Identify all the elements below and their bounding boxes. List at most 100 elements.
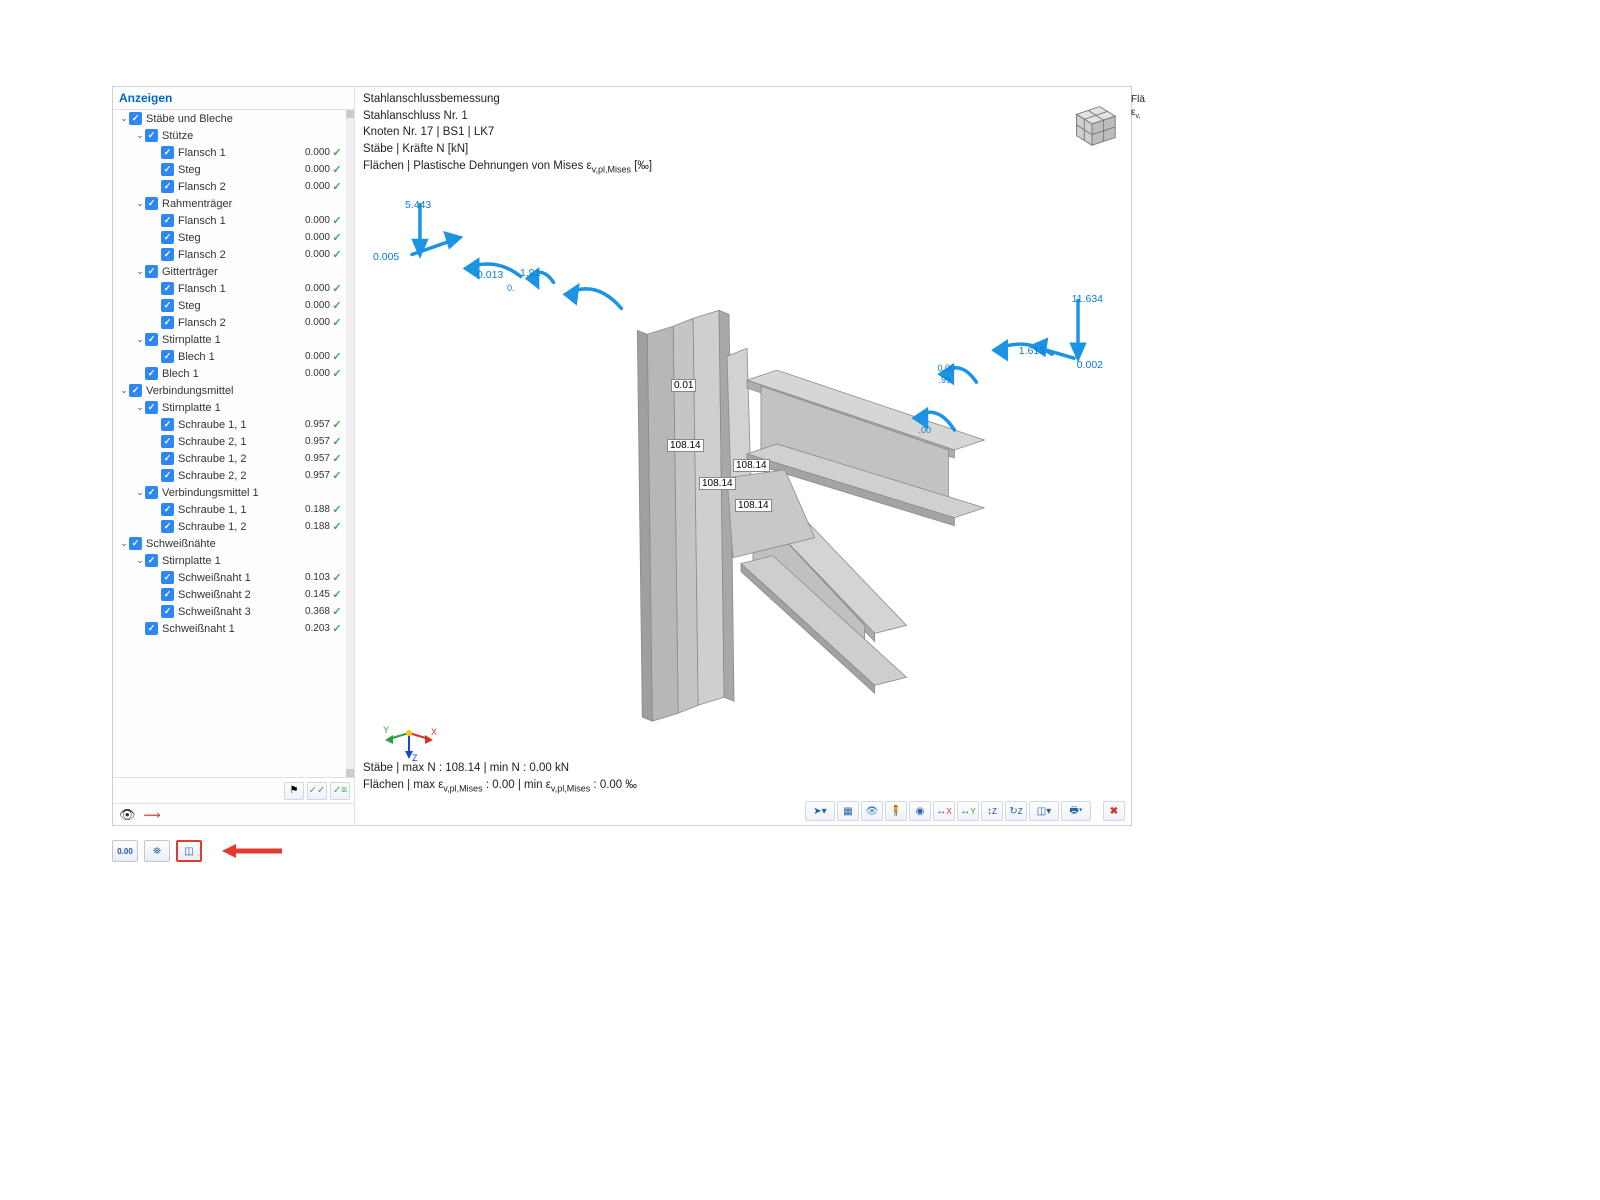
chevron-down-icon[interactable]: ⌄ <box>119 385 129 396</box>
move-y-button[interactable]: ↔Y <box>957 801 979 821</box>
chevron-down-icon[interactable]: ⌄ <box>135 266 145 277</box>
tree-row[interactable]: Flansch 10.000✓ <box>113 144 354 161</box>
tree-row[interactable]: Schraube 1, 10.957✓ <box>113 416 354 433</box>
iso-button[interactable]: ◫▾ <box>1029 801 1059 821</box>
tree-value: 0.145 <box>294 589 330 600</box>
checkbox[interactable] <box>161 231 174 244</box>
tree-scrollbar[interactable] <box>346 110 354 777</box>
tree-label: Stäbe und Bleche <box>146 113 294 125</box>
checkbox[interactable] <box>161 214 174 227</box>
chevron-down-icon[interactable]: ⌄ <box>135 402 145 413</box>
checkbox[interactable] <box>129 112 142 125</box>
tree-row[interactable]: Schweißnaht 10.203✓ <box>113 620 354 637</box>
tree-row[interactable]: ⌄Stirnplatte 1 <box>113 552 354 569</box>
walk-button[interactable]: 🧍 <box>885 801 907 821</box>
checkbox[interactable] <box>161 248 174 261</box>
checkbox[interactable] <box>145 622 158 635</box>
tree-row[interactable]: Steg0.000✓ <box>113 161 354 178</box>
tab-results[interactable]: 0.00 <box>112 840 138 862</box>
tree-row[interactable]: ⌄ Stäbe und Bleche <box>113 110 354 127</box>
uncheckall-icon[interactable]: ✓≡ <box>330 782 350 800</box>
checkbox[interactable] <box>161 299 174 312</box>
checkbox[interactable] <box>161 503 174 516</box>
checkbox[interactable] <box>161 605 174 618</box>
checkbox[interactable] <box>161 316 174 329</box>
scroll-down-icon[interactable] <box>346 769 354 777</box>
checkbox[interactable] <box>145 333 158 346</box>
tree-row[interactable]: Schweißnaht 20.145✓ <box>113 586 354 603</box>
chevron-down-icon[interactable]: ⌄ <box>135 487 145 498</box>
checkbox[interactable] <box>129 537 142 550</box>
checkbox[interactable] <box>161 163 174 176</box>
tree-row[interactable]: ⌄Gitterträger <box>113 263 354 280</box>
scroll-up-icon[interactable] <box>346 110 354 118</box>
chevron-down-icon[interactable]: ⌄ <box>119 538 129 549</box>
member-icon[interactable]: ⟿ <box>144 808 161 822</box>
tree-row[interactable]: Flansch 10.000✓ <box>113 212 354 229</box>
checkbox[interactable] <box>145 554 158 567</box>
checkbox[interactable] <box>145 265 158 278</box>
checkbox[interactable] <box>145 129 158 142</box>
print-button[interactable]: 🖶▾ <box>1061 801 1091 821</box>
filter-icon[interactable]: ⚑ <box>284 782 304 800</box>
move-z-button[interactable]: ↕Z <box>981 801 1003 821</box>
tree-row[interactable]: Schweißnaht 10.103✓ <box>113 569 354 586</box>
grid-button[interactable]: ▦ <box>837 801 859 821</box>
move-x-button[interactable]: ↔X <box>933 801 955 821</box>
tree-row[interactable]: Steg0.000✓ <box>113 229 354 246</box>
checkbox[interactable] <box>161 452 174 465</box>
chevron-down-icon[interactable]: ⌄ <box>135 130 145 141</box>
chevron-down-icon[interactable]: ⌄ <box>135 198 145 209</box>
tree-row[interactable]: Blech 10.000✓ <box>113 348 354 365</box>
tree-row[interactable]: Flansch 20.000✓ <box>113 246 354 263</box>
model-3d[interactable] <box>355 87 1131 773</box>
tab-tree[interactable]: ⛯ <box>144 840 170 862</box>
tab-model[interactable]: ◫ <box>176 840 202 862</box>
tree-row[interactable]: ⌄Rahmenträger <box>113 195 354 212</box>
tree-row[interactable]: ⌄Verbindungsmittel 1 <box>113 484 354 501</box>
visibility-icon[interactable]: 👁 <box>119 807 136 823</box>
tree-row[interactable]: Schraube 2, 20.957✓ <box>113 467 354 484</box>
checkbox[interactable] <box>161 588 174 601</box>
tree-row[interactable]: Schraube 1, 20.188✓ <box>113 518 354 535</box>
tree-row[interactable]: Schraube 2, 10.957✓ <box>113 433 354 450</box>
checkall-icon[interactable]: ✓✓ <box>307 782 327 800</box>
close-button[interactable]: ✖ <box>1103 801 1125 821</box>
tree-row[interactable]: ⌄Stütze <box>113 127 354 144</box>
chevron-down-icon[interactable]: ⌄ <box>135 334 145 345</box>
tree-row[interactable]: Flansch 20.000✓ <box>113 314 354 331</box>
checkbox[interactable] <box>145 401 158 414</box>
checkbox[interactable] <box>161 350 174 363</box>
tree-row[interactable]: Steg0.000✓ <box>113 297 354 314</box>
checkbox[interactable] <box>161 469 174 482</box>
checkbox[interactable] <box>129 384 142 397</box>
chevron-down-icon[interactable]: ⌄ <box>135 555 145 566</box>
tree-row[interactable]: Blech 10.000✓ <box>113 365 354 382</box>
checkbox[interactable] <box>161 418 174 431</box>
checkbox[interactable] <box>161 146 174 159</box>
chevron-down-icon[interactable]: ⌄ <box>119 113 129 124</box>
perspective-button[interactable]: 👁 <box>861 801 883 821</box>
checkbox[interactable] <box>145 197 158 210</box>
tree-row[interactable]: ⌄Schweißnähte <box>113 535 354 552</box>
tree-row[interactable]: ⌄Stirnplatte 1 <box>113 331 354 348</box>
checkbox[interactable] <box>161 180 174 193</box>
tree-row[interactable]: Flansch 10.000✓ <box>113 280 354 297</box>
results-tree[interactable]: ⌄Stäbe und Bleche⌄StützeFlansch 10.000✓S… <box>113 110 354 777</box>
tree-row[interactable]: Schweißnaht 30.368✓ <box>113 603 354 620</box>
tree-row[interactable]: ⌄Verbindungsmittel <box>113 382 354 399</box>
checkbox[interactable] <box>161 520 174 533</box>
view-mode-button[interactable]: ➤▾ <box>805 801 835 821</box>
viewport[interactable]: Stahlanschlussbemessung Stahlanschluss N… <box>355 87 1131 825</box>
tree-row[interactable]: Schraube 1, 20.957✓ <box>113 450 354 467</box>
checkbox[interactable] <box>161 282 174 295</box>
rotate-z-button[interactable]: ↻Z <box>1005 801 1027 821</box>
checkbox[interactable] <box>145 367 158 380</box>
checkbox[interactable] <box>161 571 174 584</box>
tree-row[interactable]: Flansch 20.000✓ <box>113 178 354 195</box>
nodes-button[interactable]: ◉ <box>909 801 931 821</box>
tree-row[interactable]: ⌄Stirnplatte 1 <box>113 399 354 416</box>
checkbox[interactable] <box>145 486 158 499</box>
checkbox[interactable] <box>161 435 174 448</box>
tree-row[interactable]: Schraube 1, 10.188✓ <box>113 501 354 518</box>
